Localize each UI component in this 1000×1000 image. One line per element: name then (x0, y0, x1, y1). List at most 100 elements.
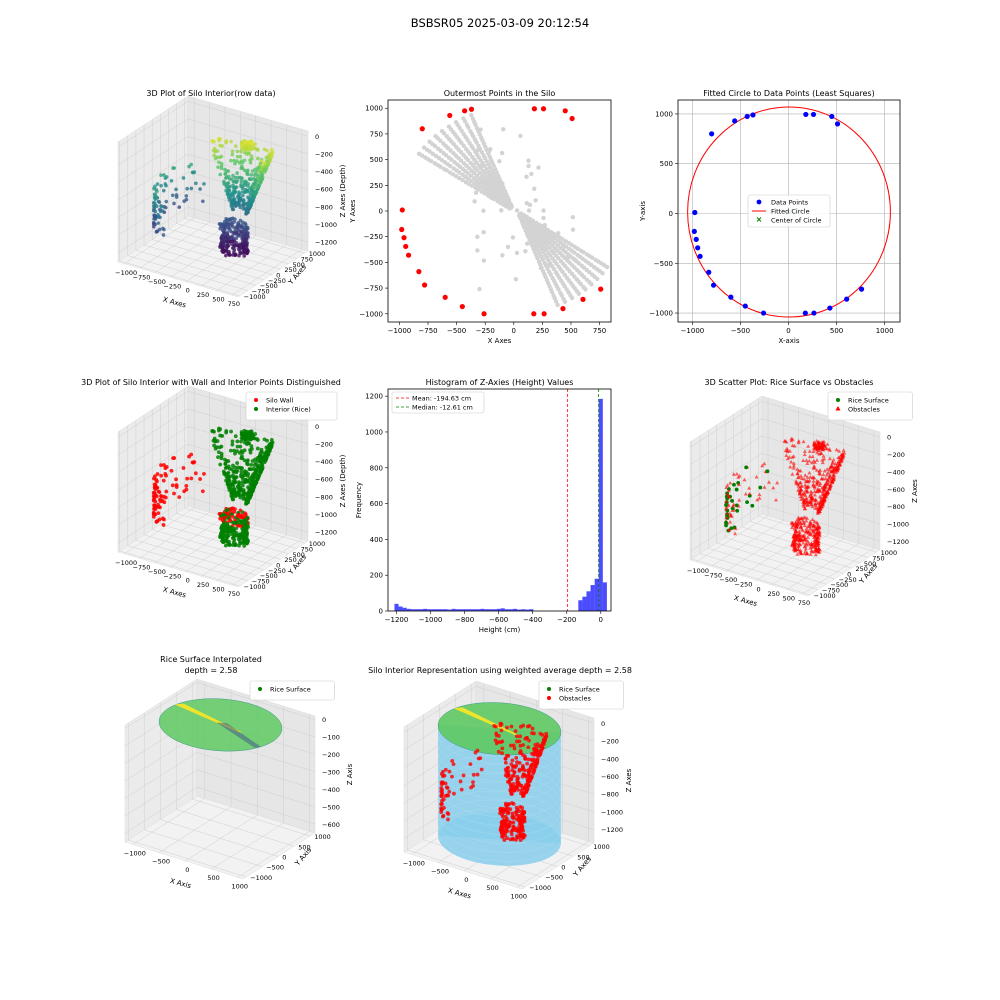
data-point (162, 517, 166, 522)
data-point (816, 536, 821, 540)
data-point (811, 549, 816, 554)
data-point (224, 459, 229, 463)
data-point (692, 209, 698, 216)
obstacle-point (517, 761, 522, 765)
data-point (151, 498, 156, 503)
axes-frame (387, 388, 612, 612)
obstacle-point (503, 760, 508, 765)
obstacle-point (506, 806, 510, 811)
data-point (819, 451, 824, 455)
histogram-bar (476, 609, 481, 611)
data-point (815, 445, 820, 450)
data-point (732, 482, 736, 487)
data-point (796, 440, 801, 445)
legend-marker (254, 398, 258, 402)
data-point (245, 250, 250, 255)
data-point (542, 222, 547, 228)
tick-label: −1000 (601, 808, 623, 816)
data-point (589, 262, 594, 268)
tick-label: 0 (315, 133, 319, 141)
tick-label: 250 (856, 565, 868, 573)
data-point (163, 466, 168, 471)
data-point (468, 128, 473, 134)
data-point (231, 173, 235, 178)
data-point (240, 474, 245, 479)
data-point-outermost (481, 311, 487, 317)
data-point (257, 165, 261, 170)
obstacle-point (506, 769, 511, 774)
legend-marker (547, 687, 551, 691)
data-point (475, 148, 480, 153)
obstacle-point (524, 789, 529, 793)
data-point (461, 143, 466, 148)
legend-label: Interior (Rice) (266, 406, 311, 414)
histogram-bar (602, 582, 607, 611)
legend-box (391, 391, 485, 414)
data-point (813, 533, 818, 538)
data-point (218, 137, 222, 142)
data-point (467, 140, 472, 146)
axis-label: Y Axes (349, 199, 357, 224)
legend-label: Obstacles (848, 406, 881, 414)
data-point (177, 495, 182, 500)
data-point (228, 518, 233, 523)
grid-line (689, 452, 881, 500)
grid-line (151, 119, 273, 275)
grid-line (160, 404, 281, 560)
obstacle-point (517, 767, 522, 772)
data-point (464, 122, 470, 128)
data-point (724, 515, 729, 520)
data-point (192, 460, 197, 464)
data-point (814, 458, 819, 462)
data-point (736, 503, 741, 508)
histogram-bar (423, 608, 428, 611)
grid-line (708, 430, 827, 585)
data-point (185, 186, 189, 191)
data-point (227, 249, 231, 254)
data-point (499, 208, 504, 213)
obstacle-point (511, 782, 516, 786)
data-point (726, 503, 731, 507)
data-point (198, 477, 202, 481)
data-point (801, 518, 806, 523)
histogram-bar (492, 609, 497, 611)
obstacle-point (516, 781, 521, 786)
data-point (219, 525, 224, 530)
data-point (804, 518, 809, 523)
tick-label: 1000 (309, 540, 326, 548)
tick-label: −600 (322, 821, 340, 829)
data-point-outermost (569, 115, 575, 122)
obstacle-point (514, 739, 519, 744)
data-point (794, 481, 799, 486)
data-point (810, 475, 815, 479)
tick-label: 500 (564, 327, 577, 335)
data-point (221, 469, 226, 474)
data-point (230, 439, 235, 444)
data-point (514, 208, 520, 213)
tick-label: 1000 (655, 110, 673, 118)
data-point (812, 440, 817, 444)
axis-label: X Axis (169, 877, 192, 890)
data-point (158, 505, 162, 510)
data-point (236, 513, 240, 518)
grid-line (124, 387, 195, 555)
obstacle-point (452, 791, 456, 796)
plot-silo-raw-3d: 3D Plot of Silo Interior(row data)−1000−… (115, 89, 347, 310)
data-point (253, 457, 258, 462)
data-point (809, 460, 814, 465)
tick-label: −600 (887, 486, 905, 494)
data-point (430, 151, 435, 156)
data-point (731, 503, 736, 508)
tick-label: 250 (767, 590, 779, 598)
data-point (270, 148, 274, 152)
legend-label: Rice Surface (848, 397, 889, 405)
data-point (758, 485, 763, 490)
data-point (247, 151, 251, 156)
data-point (219, 161, 224, 166)
data-point-outermost (541, 311, 547, 317)
data-point (728, 480, 733, 485)
tick-label: −1000 (814, 592, 836, 600)
data-point (799, 474, 804, 478)
tick-label: −100 (322, 733, 340, 741)
obstacle-point (505, 817, 509, 821)
